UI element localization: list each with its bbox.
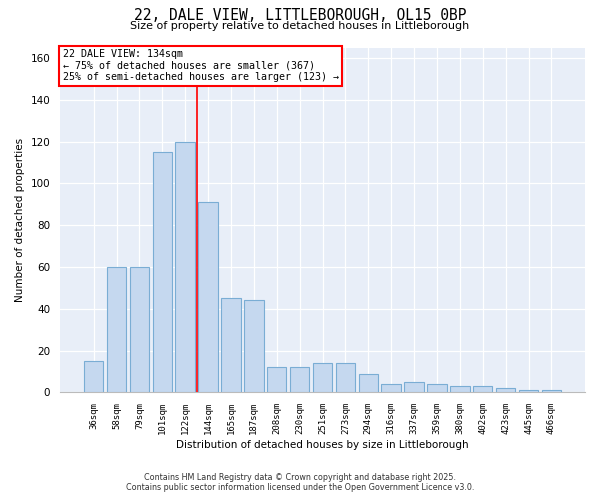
X-axis label: Distribution of detached houses by size in Littleborough: Distribution of detached houses by size … (176, 440, 469, 450)
Bar (519, 390, 538, 392)
Y-axis label: Number of detached properties: Number of detached properties (15, 138, 25, 302)
Bar (404, 382, 424, 392)
Bar (473, 386, 493, 392)
Bar (175, 142, 195, 392)
Bar (427, 384, 446, 392)
Bar (290, 368, 310, 392)
Bar (496, 388, 515, 392)
Text: Size of property relative to detached houses in Littleborough: Size of property relative to detached ho… (130, 21, 470, 31)
Bar (130, 267, 149, 392)
Bar (359, 374, 378, 392)
Bar (313, 363, 332, 392)
Text: Contains HM Land Registry data © Crown copyright and database right 2025.
Contai: Contains HM Land Registry data © Crown c… (126, 473, 474, 492)
Bar (221, 298, 241, 392)
Bar (382, 384, 401, 392)
Bar (244, 300, 263, 392)
Bar (199, 202, 218, 392)
Bar (107, 267, 126, 392)
Bar (335, 363, 355, 392)
Bar (450, 386, 470, 392)
Bar (542, 390, 561, 392)
Bar (267, 368, 286, 392)
Bar (152, 152, 172, 392)
Bar (84, 361, 103, 392)
Text: 22, DALE VIEW, LITTLEBOROUGH, OL15 0BP: 22, DALE VIEW, LITTLEBOROUGH, OL15 0BP (134, 8, 466, 22)
Text: 22 DALE VIEW: 134sqm
← 75% of detached houses are smaller (367)
25% of semi-deta: 22 DALE VIEW: 134sqm ← 75% of detached h… (62, 49, 338, 82)
